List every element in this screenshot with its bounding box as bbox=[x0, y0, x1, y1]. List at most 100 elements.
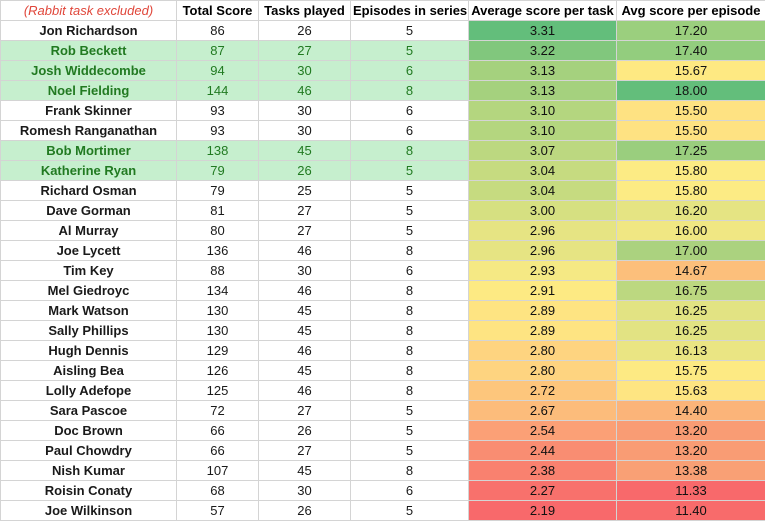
total-score-cell: 86 bbox=[177, 21, 259, 41]
avg-episode-cell: 16.13 bbox=[617, 341, 765, 361]
tasks-played-cell: 30 bbox=[259, 61, 351, 81]
total-score-cell: 136 bbox=[177, 241, 259, 261]
tasks-played-cell: 26 bbox=[259, 501, 351, 521]
total-score-cell: 81 bbox=[177, 201, 259, 221]
avg-task-cell: 3.10 bbox=[469, 101, 617, 121]
avg-task-cell: 2.54 bbox=[469, 421, 617, 441]
avg-task-cell: 2.80 bbox=[469, 341, 617, 361]
rabbit-task-note: (Rabbit task excluded) bbox=[1, 1, 177, 21]
episodes-cell: 8 bbox=[351, 461, 469, 481]
tasks-played-cell: 27 bbox=[259, 201, 351, 221]
total-score-cell: 130 bbox=[177, 321, 259, 341]
total-score-cell: 130 bbox=[177, 301, 259, 321]
contestant-name: Paul Chowdry bbox=[1, 441, 177, 461]
avg-task-cell: 2.91 bbox=[469, 281, 617, 301]
avg-task-cell: 2.72 bbox=[469, 381, 617, 401]
tasks-played-cell: 30 bbox=[259, 261, 351, 281]
tasks-played-cell: 27 bbox=[259, 41, 351, 61]
avg-task-cell: 2.44 bbox=[469, 441, 617, 461]
total-score-cell: 144 bbox=[177, 81, 259, 101]
avg-task-cell: 2.96 bbox=[469, 221, 617, 241]
avg-episode-cell: 17.20 bbox=[617, 21, 765, 41]
episodes-cell: 8 bbox=[351, 301, 469, 321]
contestant-name: Joe Lycett bbox=[1, 241, 177, 261]
contestant-name: Jon Richardson bbox=[1, 21, 177, 41]
header-avg-episode: Avg score per episode bbox=[617, 1, 765, 21]
episodes-cell: 8 bbox=[351, 361, 469, 381]
avg-task-cell: 3.10 bbox=[469, 121, 617, 141]
avg-episode-cell: 15.50 bbox=[617, 101, 765, 121]
avg-task-cell: 2.89 bbox=[469, 321, 617, 341]
avg-task-cell: 3.04 bbox=[469, 181, 617, 201]
avg-task-cell: 3.07 bbox=[469, 141, 617, 161]
avg-task-cell: 2.89 bbox=[469, 301, 617, 321]
avg-episode-cell: 17.25 bbox=[617, 141, 765, 161]
avg-episode-cell: 15.50 bbox=[617, 121, 765, 141]
contestant-name: Doc Brown bbox=[1, 421, 177, 441]
contestant-name: Aisling Bea bbox=[1, 361, 177, 381]
avg-episode-cell: 11.40 bbox=[617, 501, 765, 521]
total-score-cell: 79 bbox=[177, 161, 259, 181]
avg-task-cell: 2.19 bbox=[469, 501, 617, 521]
tasks-played-cell: 25 bbox=[259, 181, 351, 201]
contestant-name: Joe Wilkinson bbox=[1, 501, 177, 521]
avg-task-cell: 3.13 bbox=[469, 61, 617, 81]
total-score-cell: 66 bbox=[177, 421, 259, 441]
total-score-cell: 126 bbox=[177, 361, 259, 381]
tasks-played-cell: 45 bbox=[259, 361, 351, 381]
contestant-name: Katherine Ryan bbox=[1, 161, 177, 181]
avg-episode-cell: 16.25 bbox=[617, 301, 765, 321]
avg-episode-cell: 13.20 bbox=[617, 441, 765, 461]
avg-task-cell: 2.80 bbox=[469, 361, 617, 381]
episodes-cell: 5 bbox=[351, 221, 469, 241]
contestant-name: Bob Mortimer bbox=[1, 141, 177, 161]
total-score-cell: 107 bbox=[177, 461, 259, 481]
episodes-cell: 8 bbox=[351, 81, 469, 101]
episodes-cell: 6 bbox=[351, 101, 469, 121]
header-episodes: Episodes in series bbox=[351, 1, 469, 21]
total-score-cell: 57 bbox=[177, 501, 259, 521]
avg-task-cell: 2.67 bbox=[469, 401, 617, 421]
avg-episode-cell: 15.63 bbox=[617, 381, 765, 401]
total-score-cell: 88 bbox=[177, 261, 259, 281]
total-score-cell: 87 bbox=[177, 41, 259, 61]
tasks-played-cell: 46 bbox=[259, 381, 351, 401]
episodes-cell: 6 bbox=[351, 121, 469, 141]
episodes-cell: 8 bbox=[351, 321, 469, 341]
avg-task-cell: 3.13 bbox=[469, 81, 617, 101]
avg-task-cell: 2.96 bbox=[469, 241, 617, 261]
header-row: (Rabbit task excluded) Total Score Tasks… bbox=[1, 1, 765, 21]
tasks-played-cell: 26 bbox=[259, 21, 351, 41]
episodes-cell: 8 bbox=[351, 341, 469, 361]
contestant-name: Sara Pascoe bbox=[1, 401, 177, 421]
header-avg-task: Average score per task bbox=[469, 1, 617, 21]
tasks-played-cell: 46 bbox=[259, 341, 351, 361]
episodes-cell: 5 bbox=[351, 181, 469, 201]
tasks-played-cell: 30 bbox=[259, 101, 351, 121]
tasks-played-cell: 46 bbox=[259, 241, 351, 261]
episodes-cell: 8 bbox=[351, 141, 469, 161]
avg-episode-cell: 17.40 bbox=[617, 41, 765, 61]
tasks-played-cell: 26 bbox=[259, 421, 351, 441]
header-total-score: Total Score bbox=[177, 1, 259, 21]
avg-task-cell: 3.00 bbox=[469, 201, 617, 221]
contestant-name: Roisin Conaty bbox=[1, 481, 177, 501]
contestant-name: Lolly Adefope bbox=[1, 381, 177, 401]
avg-task-cell: 3.22 bbox=[469, 41, 617, 61]
contestant-name: Richard Osman bbox=[1, 181, 177, 201]
